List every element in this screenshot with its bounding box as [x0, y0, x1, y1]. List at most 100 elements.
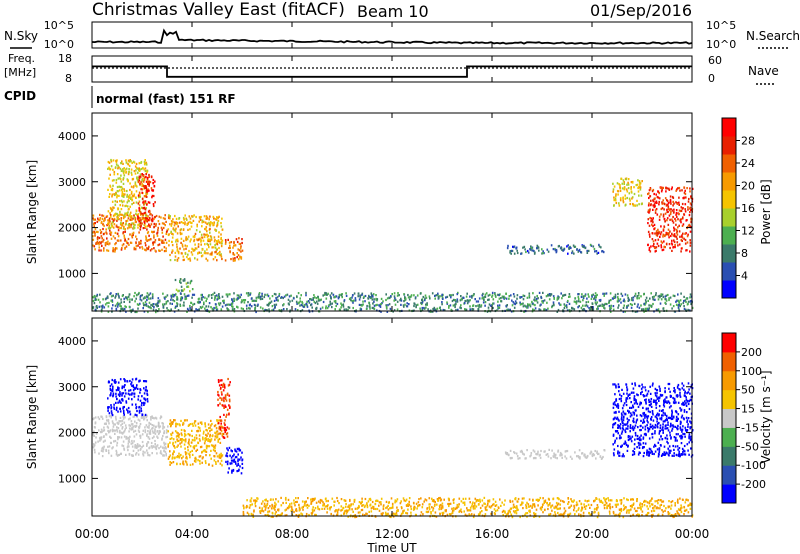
power-data-cell-6: [500, 297, 502, 300]
power-data-cell-9: [661, 207, 664, 210]
power-data-cell-6: [505, 292, 507, 295]
power-data-cell-7: [572, 244, 575, 247]
velocity-data-cell-1: [140, 404, 143, 407]
power-data-cell-9: [647, 192, 649, 196]
velocity-data-cell-0: [151, 427, 153, 430]
power-data-cell-0: [165, 220, 167, 223]
velocity-data-cell-5: [374, 502, 377, 505]
power-data-cell-6: [111, 299, 114, 302]
power-data-cell-1: [128, 171, 130, 174]
power-data-cell-6: [421, 309, 424, 312]
power-data-cell-6: [299, 300, 302, 303]
velocity-data-cell-3: [227, 460, 229, 463]
power-data-cell-6: [106, 295, 109, 298]
power-data-cell-6: [451, 299, 454, 303]
power-data-cell-9: [648, 210, 651, 213]
power-data-cell-6: [215, 309, 218, 312]
power-data-cell-1: [119, 200, 121, 203]
power-data-cell-6: [157, 297, 160, 300]
velocity-data-cell-0: [152, 427, 154, 430]
power-data-cell-4: [236, 240, 239, 244]
power-data-cell-6: [578, 293, 580, 296]
power-data-cell-6: [375, 297, 377, 300]
power-data-cell-3: [175, 227, 177, 230]
power-data-cell-8: [635, 184, 638, 187]
power-data-cell-6: [176, 304, 178, 308]
power-data-cell-9: [654, 204, 656, 208]
power-data-cell-9: [651, 238, 654, 241]
velocity-data-cell-5: [310, 498, 312, 501]
velocity-data-cell-5: [661, 513, 664, 516]
power-data-cell-6: [673, 294, 676, 298]
power-data-cell-6: [246, 307, 248, 310]
velocity-data-cell-0: [107, 418, 110, 422]
power-data-cell-6: [500, 300, 503, 303]
power-data-cell-6: [155, 304, 158, 307]
velocity-data-cell-5: [573, 509, 575, 512]
velocity-data-cell-5: [532, 498, 534, 501]
power-data-cell-2: [140, 219, 142, 222]
power-data-cell-0: [154, 241, 156, 244]
power-data-cell-0: [158, 222, 161, 226]
velocity-data-cell-2: [170, 461, 173, 465]
power-data-cell-6: [380, 303, 382, 306]
power-data-cell-1: [131, 218, 133, 221]
power-data-cell-8: [627, 187, 630, 190]
velocity-data-cell-2: [212, 446, 215, 449]
power-data-cell-6: [651, 296, 654, 299]
velocity-data-cell-0: [103, 422, 106, 425]
power-data-cell-1: [107, 167, 109, 170]
power-data-cell-6: [94, 296, 96, 299]
power-data-cell-6: [393, 299, 395, 302]
power-data-cell-6: [437, 295, 440, 298]
power-data-cell-9: [652, 208, 654, 211]
power-data-cell-3: [177, 252, 180, 255]
power-data-cell-6: [294, 308, 297, 311]
power-data-cell-9: [687, 224, 690, 227]
power-data-cell-6: [469, 299, 471, 302]
power-data-cell-7: [516, 249, 518, 252]
power-data-cell-3: [213, 236, 216, 239]
power-data-cell-3: [207, 238, 209, 241]
power-data-cell-6: [423, 307, 426, 310]
power-data-cell-3: [205, 226, 208, 229]
velocity-data-cell-5: [387, 512, 389, 515]
velocity-data-cell-5: [312, 510, 314, 513]
velocity-data-cell-5: [589, 513, 592, 516]
velocity-data-cell-2: [169, 422, 172, 425]
power-data-cell-6: [396, 308, 399, 311]
power-data-cell-1: [123, 200, 125, 203]
power-data-cell-7: [534, 251, 536, 254]
power-data-cell-6: [329, 300, 331, 303]
power-data-cell-9: [650, 217, 653, 220]
power-data-cell-6: [428, 295, 431, 298]
velocity-data-cell-0: [151, 430, 154, 433]
power-data-cell-6: [130, 310, 133, 314]
power-data-cell-3: [214, 238, 216, 242]
velocity-data-cell-2: [204, 460, 207, 463]
velocity-data-cell-5: [315, 501, 318, 504]
power-data-cell-6: [498, 294, 500, 297]
velocity-data-cell-0: [165, 429, 168, 432]
velocity-data-cell-1: [144, 397, 146, 400]
power-data-cell-9: [689, 244, 692, 247]
power-data-cell-3: [208, 218, 210, 221]
velocity-data-cell-0: [115, 449, 118, 452]
power-data-cell-0: [149, 238, 152, 241]
velocity-data-cell-2: [202, 449, 205, 452]
velocity-data-cell-5: [403, 509, 405, 512]
velocity-data-cell-5: [603, 504, 606, 507]
velocity-data-cell-4: [226, 413, 228, 416]
power-data-cell-6: [94, 298, 97, 301]
velocity-data-cell-0: [140, 447, 142, 450]
velocity-data-cell-0: [118, 453, 121, 456]
power-data-cell-6: [375, 294, 377, 297]
velocity-data-cell-0: [120, 420, 122, 423]
velocity-data-cell-1: [117, 381, 120, 384]
power-data-cell-8: [614, 199, 617, 202]
power-data-cell-9: [681, 224, 684, 227]
power-data-cell-1: [135, 162, 138, 165]
velocity-data-cell-1: [138, 411, 141, 414]
velocity-data-cell-0: [149, 432, 152, 435]
power-data-cell-0: [98, 219, 100, 222]
